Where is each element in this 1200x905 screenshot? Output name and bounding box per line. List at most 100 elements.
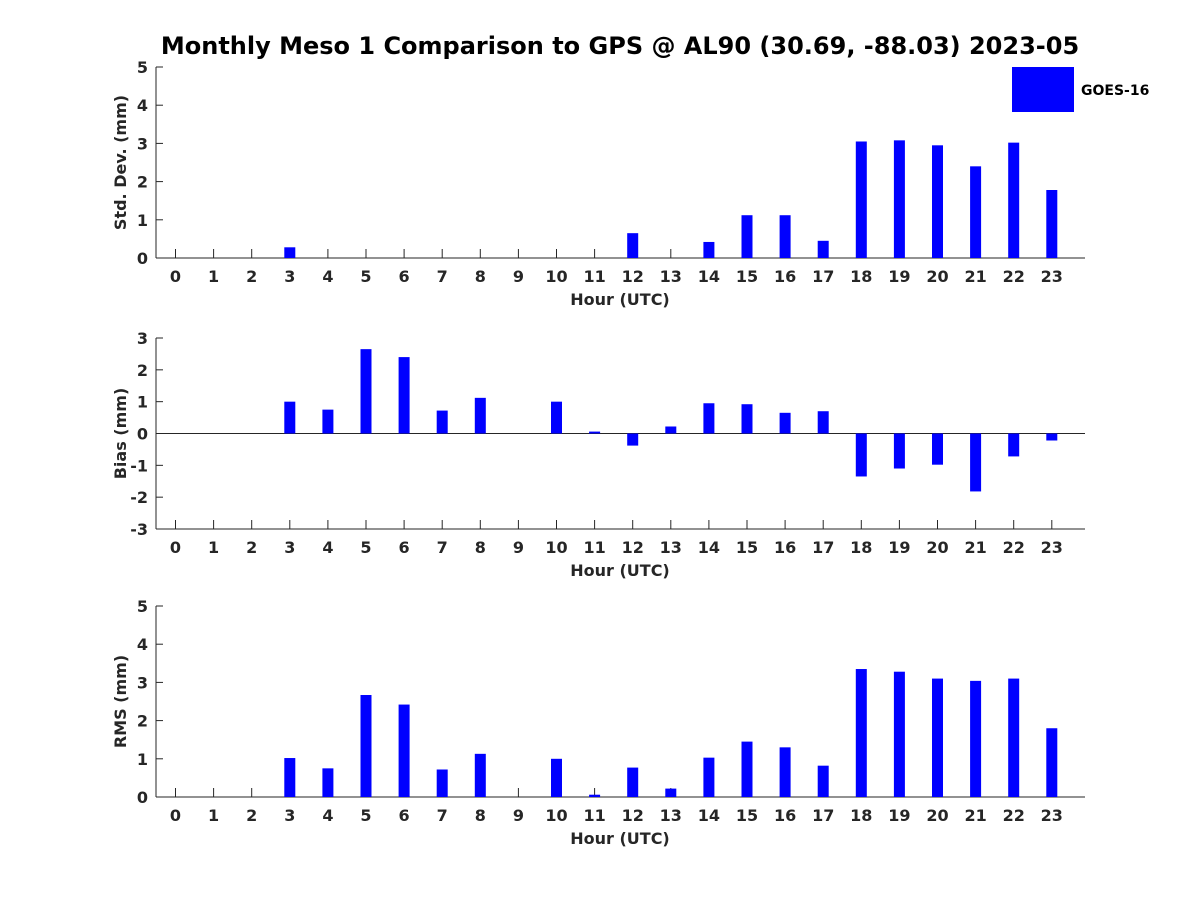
bar-rms-hour-12 <box>627 767 639 797</box>
x-tick-label: 9 <box>513 806 524 825</box>
x-tick-label: 14 <box>698 806 720 825</box>
x-tick-label: 21 <box>964 267 986 286</box>
bar-bias-hour-8 <box>474 397 486 434</box>
bar-rms-hour-5 <box>360 695 372 797</box>
x-tick-label: 16 <box>774 806 796 825</box>
y-tick-label: 1 <box>137 750 148 769</box>
x-axis-label: Hour (UTC) <box>570 829 670 848</box>
y-tick-label: 3 <box>137 673 148 692</box>
x-tick-label: 7 <box>437 267 448 286</box>
x-tick-label: 2 <box>246 267 257 286</box>
y-tick-label: 2 <box>137 712 148 731</box>
x-tick-label: 18 <box>850 806 872 825</box>
bar-std-hour-12 <box>627 233 639 258</box>
x-tick-label: 0 <box>170 806 181 825</box>
x-tick-label: 8 <box>475 267 486 286</box>
y-tick-label: 0 <box>137 425 148 444</box>
x-tick-label: 20 <box>926 267 948 286</box>
x-tick-label: 15 <box>736 806 758 825</box>
x-tick-label: 10 <box>545 806 567 825</box>
bar-bias-hour-13 <box>665 426 677 434</box>
bar-rms-hour-3 <box>284 758 296 797</box>
x-tick-label: 6 <box>399 267 410 286</box>
bar-std-hour-20 <box>932 145 943 258</box>
bar-rms-hour-20 <box>932 678 943 797</box>
x-tick-label: 7 <box>437 806 448 825</box>
x-tick-label: 0 <box>170 267 181 286</box>
x-tick-label: 15 <box>736 538 758 557</box>
x-tick-label: 8 <box>475 538 486 557</box>
x-tick-label: 4 <box>322 538 333 557</box>
y-tick-label: -2 <box>130 488 148 507</box>
x-tick-label: 7 <box>437 538 448 557</box>
bar-rms-hour-14 <box>703 757 715 797</box>
x-tick-label: 19 <box>888 806 910 825</box>
x-tick-label: 4 <box>322 267 333 286</box>
x-tick-label: 3 <box>284 267 295 286</box>
bar-bias-hour-21 <box>970 433 982 492</box>
y-tick-label: 4 <box>137 635 148 654</box>
x-tick-label: 18 <box>850 538 872 557</box>
x-tick-label: 23 <box>1041 538 1063 557</box>
bar-bias-hour-12 <box>627 433 639 446</box>
bar-rms-hour-8 <box>474 753 486 797</box>
y-tick-label: 2 <box>137 361 148 380</box>
bar-rms-hour-22 <box>1008 678 1020 797</box>
x-tick-label: 10 <box>545 267 567 286</box>
x-tick-label: 10 <box>545 538 567 557</box>
y-tick-label: 2 <box>137 173 148 192</box>
bar-std-hour-3 <box>284 247 296 258</box>
x-tick-label: 23 <box>1041 267 1063 286</box>
bar-rms-hour-17 <box>817 765 829 797</box>
bar-bias-hour-14 <box>703 403 715 434</box>
x-axis-label: Hour (UTC) <box>570 290 670 309</box>
bar-bias-hour-5 <box>360 349 372 434</box>
bar-bias-hour-15 <box>741 404 753 434</box>
legend-swatch <box>1012 67 1074 112</box>
bar-std-hour-17 <box>817 240 829 258</box>
x-tick-label: 3 <box>284 538 295 557</box>
x-tick-label: 1 <box>208 806 219 825</box>
x-tick-label: 17 <box>812 538 834 557</box>
bar-std-hour-21 <box>970 166 982 258</box>
bar-std-hour-14 <box>703 241 715 258</box>
y-tick-label: -3 <box>130 520 148 539</box>
bar-bias-hour-20 <box>932 433 943 465</box>
x-tick-label: 15 <box>736 267 758 286</box>
bar-std-hour-15 <box>741 215 753 258</box>
bar-rms-hour-7 <box>436 769 448 797</box>
bar-bias-hour-18 <box>855 433 867 477</box>
x-tick-label: 22 <box>1003 267 1025 286</box>
x-tick-label: 20 <box>926 538 948 557</box>
bar-rms-hour-10 <box>551 758 562 797</box>
x-tick-label: 6 <box>399 806 410 825</box>
x-tick-label: 20 <box>926 806 948 825</box>
x-tick-label: 6 <box>399 538 410 557</box>
x-tick-label: 18 <box>850 267 872 286</box>
bar-rms-hour-15 <box>741 741 753 797</box>
x-tick-label: 16 <box>774 538 796 557</box>
y-tick-label: 5 <box>137 597 148 616</box>
bar-bias-hour-10 <box>551 401 562 434</box>
x-tick-label: 12 <box>622 538 644 557</box>
x-tick-label: 23 <box>1041 806 1063 825</box>
bar-rms-hour-6 <box>398 704 410 797</box>
x-tick-label: 2 <box>246 806 257 825</box>
x-tick-label: 5 <box>360 538 371 557</box>
bar-rms-hour-21 <box>970 680 982 797</box>
bar-bias-hour-23 <box>1046 433 1058 441</box>
x-tick-label: 17 <box>812 806 834 825</box>
x-tick-label: 21 <box>964 806 986 825</box>
y-tick-label: 1 <box>137 211 148 230</box>
y-tick-label: 0 <box>137 788 148 807</box>
bar-bias-hour-22 <box>1008 433 1020 457</box>
y-tick-label: 3 <box>137 329 148 348</box>
x-tick-label: 13 <box>660 806 682 825</box>
x-tick-label: 9 <box>513 538 524 557</box>
x-tick-label: 4 <box>322 806 333 825</box>
x-tick-label: 11 <box>583 267 605 286</box>
